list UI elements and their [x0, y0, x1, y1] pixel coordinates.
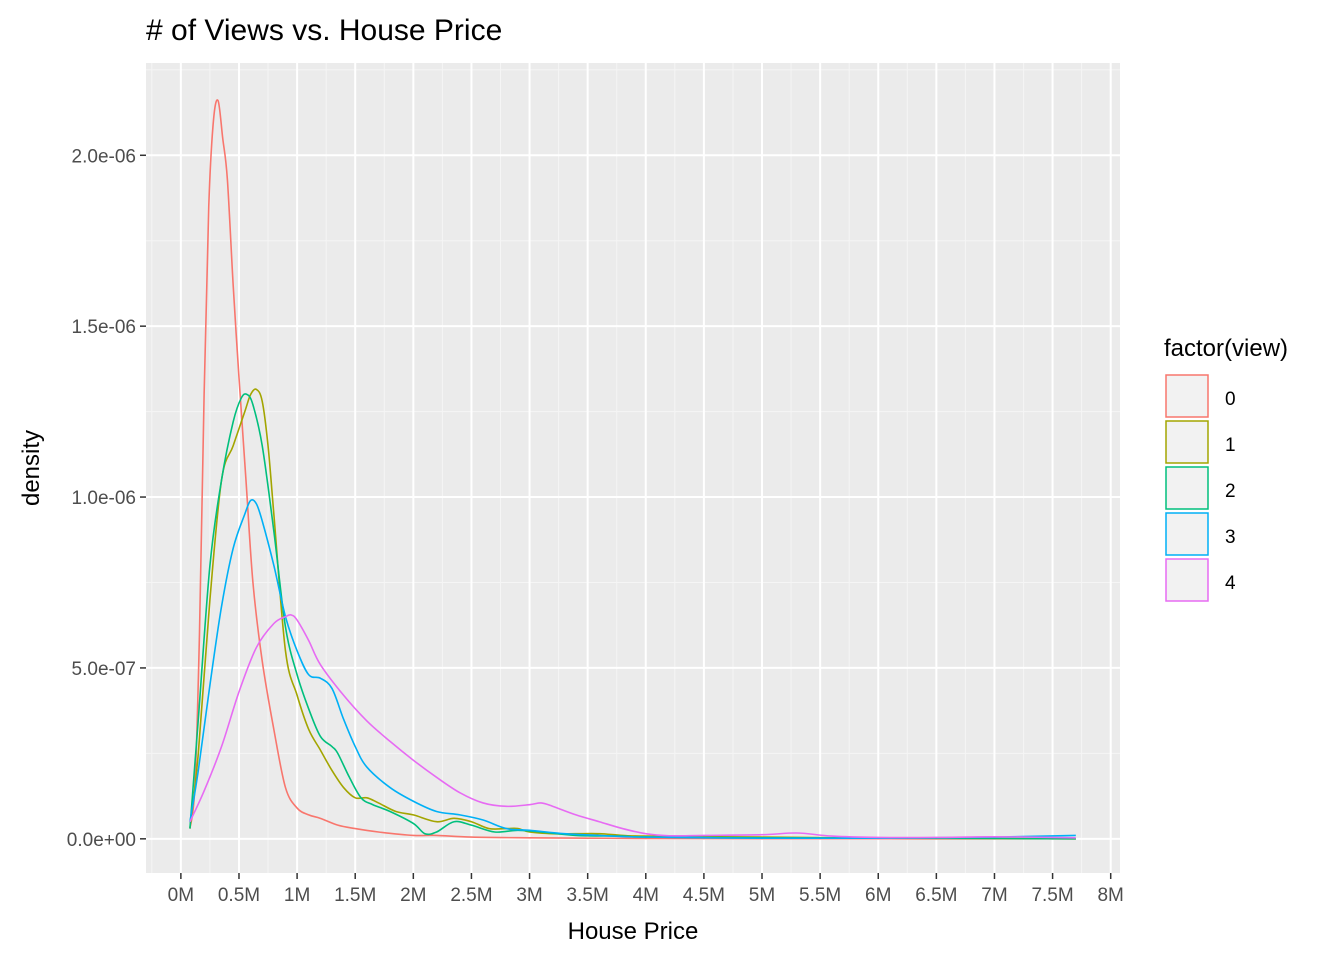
- x-tick-label: 7.5M: [1031, 885, 1073, 906]
- y-axis: 0.0e+00 5.0e-07 1.0e-06 1.5e-06 2.0e-06: [67, 146, 146, 851]
- x-tick-label: 5M: [749, 885, 775, 906]
- x-tick-label: 2.5M: [450, 885, 492, 906]
- y-tick-label: 2.0e-06: [72, 146, 136, 167]
- density-line-view-1: [189, 388, 1076, 840]
- y-tick-label: 1.5e-06: [72, 317, 136, 338]
- legend-title: factor(view): [1164, 335, 1288, 362]
- y-axis-title: density: [18, 430, 45, 506]
- x-tick-label: 5.5M: [799, 885, 841, 906]
- x-tick-label: 2M: [400, 885, 426, 906]
- x-tick-label: 4.5M: [683, 885, 725, 906]
- y-tick-label: 5.0e-07: [72, 659, 136, 680]
- legend-label: 1: [1225, 435, 1236, 456]
- legend-item-1: 1: [1165, 420, 1236, 464]
- legend-label: 3: [1225, 527, 1236, 548]
- legend-item-3: 3: [1165, 512, 1236, 556]
- x-tick-label: 8M: [1097, 885, 1123, 906]
- major-gridlines: [146, 63, 1120, 873]
- legend-key: [1165, 374, 1209, 418]
- legend-key: [1165, 558, 1209, 602]
- legend-label: 2: [1225, 481, 1236, 502]
- minor-gridlines: [146, 63, 1120, 873]
- density-line-view-0: [189, 99, 1076, 840]
- x-tick-label: 3.5M: [567, 885, 609, 906]
- x-tick-label: 1.5M: [334, 885, 376, 906]
- x-tick-label: 7M: [981, 885, 1007, 906]
- density-line-view-3: [189, 499, 1076, 840]
- y-tick-label: 1.0e-06: [72, 488, 136, 509]
- x-tick-label: 3M: [516, 885, 542, 906]
- legend-label: 4: [1225, 573, 1236, 594]
- x-tick-label: 0M: [168, 885, 194, 906]
- x-tick-label: 6M: [865, 885, 891, 906]
- legend-key: [1165, 466, 1209, 510]
- legend-key: [1165, 420, 1209, 464]
- legend-label: 0: [1225, 389, 1236, 410]
- legend-item-0: 0: [1165, 374, 1236, 418]
- x-axis: 0M 0.5M 1M 1.5M 2M 2.5M 3M 3.5M 4M 4.5M 5M 5.5M 6M 6.…: [168, 873, 1124, 906]
- x-tick-label: 6.5M: [915, 885, 957, 906]
- legend: factor(view) 0 1 2 3 4: [1164, 335, 1288, 602]
- x-tick-label: 1M: [284, 885, 310, 906]
- y-tick-label: 0.0e+00: [67, 830, 136, 851]
- density-curves: [189, 99, 1076, 840]
- legend-key: [1165, 512, 1209, 556]
- x-axis-title: House Price: [568, 918, 699, 945]
- x-tick-label: 4M: [633, 885, 659, 906]
- legend-item-4: 4: [1165, 558, 1236, 602]
- chart-title: # of Views vs. House Price: [146, 14, 502, 47]
- legend-item-2: 2: [1165, 466, 1236, 510]
- plot-panel: [146, 63, 1120, 873]
- x-tick-label: 0.5M: [218, 885, 260, 906]
- density-line-view-4: [189, 613, 1076, 839]
